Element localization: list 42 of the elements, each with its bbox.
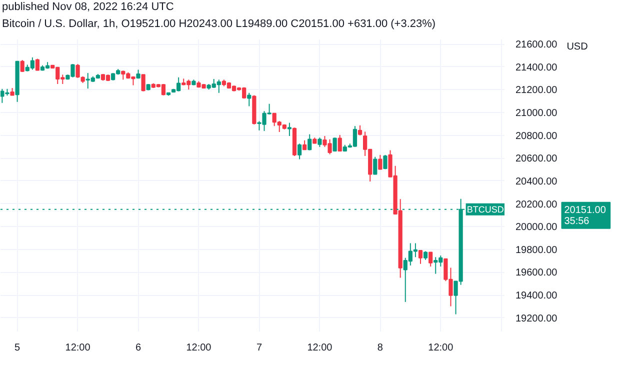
candlestick	[308, 134, 312, 151]
candlestick	[287, 122, 292, 136]
text: 35:56	[564, 216, 590, 227]
chart-subtitle: published Nov 08, 2022 16:24 UTC	[2, 0, 174, 15]
x-tick-label: 12:00	[186, 342, 212, 354]
candlestick	[373, 156, 378, 175]
y-tick-label: 20200.00	[516, 199, 558, 210]
candlestick	[358, 124, 362, 136]
candlestick	[383, 154, 388, 170]
y-axis-title: USD	[566, 42, 588, 52]
candlestick	[332, 137, 337, 152]
y-tick-label: 19600.00	[516, 268, 558, 279]
candlestick	[302, 140, 307, 150]
ref-line-label: BTCUSD	[466, 204, 504, 214]
y-tick-label: 20600.00	[516, 154, 558, 165]
text: 20151.00	[564, 204, 606, 216]
y-tick-label: 19400.00	[516, 290, 558, 302]
y-tick-label: 20000.00	[516, 222, 558, 234]
candlestick	[318, 137, 322, 148]
candlestick	[297, 143, 302, 160]
y-tick-label: 21000.00	[516, 108, 558, 119]
x-tick-label: 12:00	[307, 342, 333, 354]
x-tick-label: 12:00	[428, 342, 454, 354]
x-tick-label: 6	[135, 342, 142, 354]
candlestick	[378, 154, 382, 170]
y-tick-label: 21200.00	[516, 85, 558, 96]
x-tick-label: 5	[14, 342, 21, 354]
y-tick-label: 19800.00	[516, 244, 558, 256]
y-tick-label: 21400.00	[516, 62, 558, 74]
candlestick	[338, 134, 342, 152]
chart-title: Bitcoin / U.S. Dollar, 1h, O19521.00 H20243.00 L19489.00 C20151.00 +631.00 (+3.23%)	[2, 17, 436, 32]
y-tick-label: 20800.00	[516, 130, 558, 142]
candlestick	[141, 74, 146, 92]
candlestick	[428, 252, 433, 267]
y-tick-label: 21600.00	[516, 40, 558, 51]
y-tick-label: 19200.00	[516, 313, 558, 324]
candlestick	[418, 250, 423, 264]
x-tick-label: 12:00	[65, 342, 91, 354]
y-tick-label: 20400.00	[516, 176, 558, 188]
candlestick	[247, 92, 252, 107]
x-tick-label: 8	[377, 342, 384, 354]
x-tick-label: 7	[256, 342, 262, 354]
